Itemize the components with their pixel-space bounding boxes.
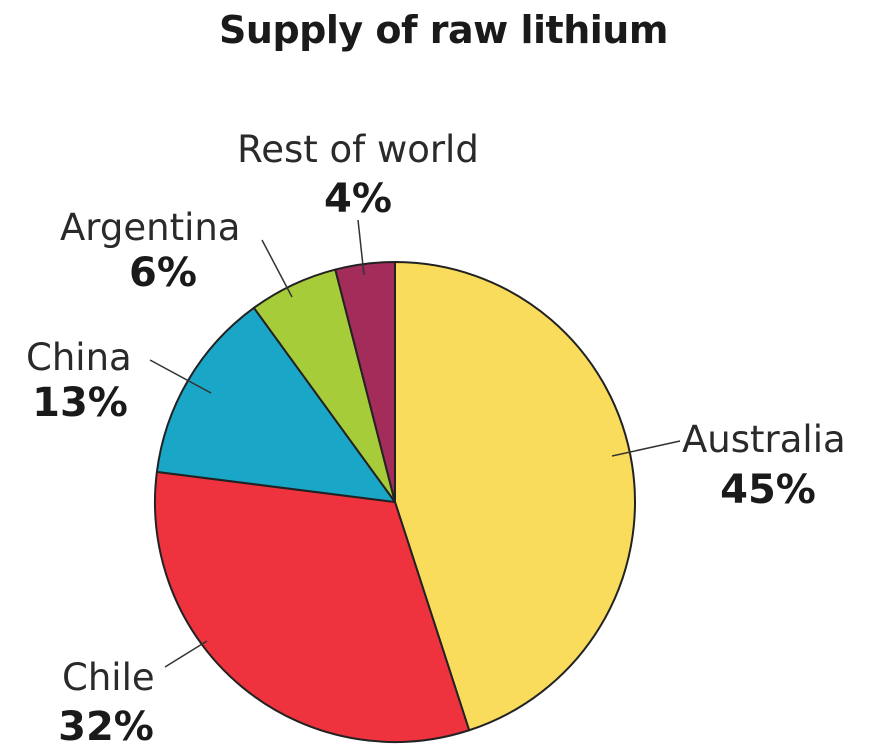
pie-slice-rest-of-world [334, 261, 396, 503]
slice-label-australia: Australia [682, 418, 846, 461]
leader-line-china [149, 359, 212, 394]
slice-value-rest-of-world: 4% [324, 176, 392, 222]
slice-value-australia: 45% [720, 467, 816, 513]
slice-label-chile: Chile [62, 656, 155, 699]
slice-label-argentina: Argentina [60, 206, 240, 249]
slice-value-chile: 32% [58, 704, 154, 744]
pie-slice-china [155, 306, 396, 503]
leader-lines [149, 219, 681, 668]
slice-label-china: China [26, 336, 132, 379]
leader-line-rest-of-world [357, 219, 365, 276]
leader-line-chile [164, 640, 208, 668]
pie-slice-australia [394, 261, 636, 732]
leader-line-australia [611, 440, 681, 457]
slice-value-china: 13% [32, 380, 128, 426]
slice-label-rest-of-world: Rest of world [237, 128, 479, 171]
slice-value-argentina: 6% [129, 250, 197, 296]
chart-title: Supply of raw lithium [219, 8, 668, 52]
pie-slice-chile [154, 470, 471, 743]
pie-slices [154, 261, 636, 743]
leader-line-argentina [261, 239, 293, 298]
